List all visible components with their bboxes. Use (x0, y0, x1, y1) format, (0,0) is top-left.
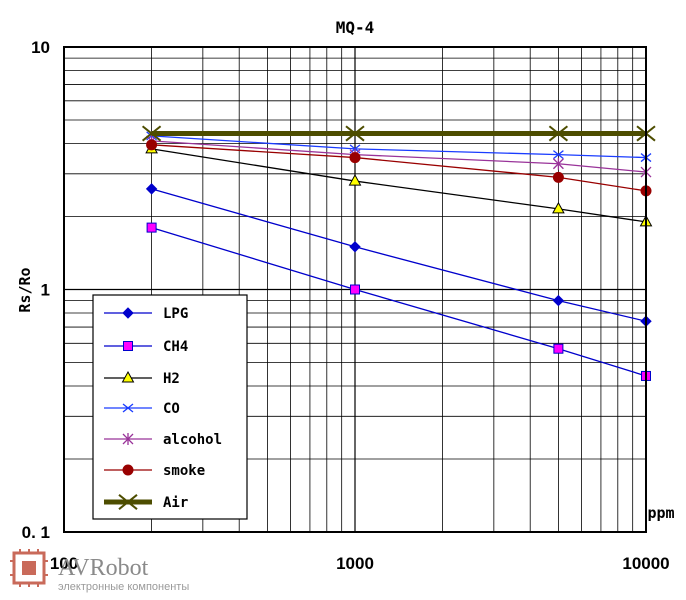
legend-label: alcohol (163, 432, 222, 448)
legend-label: Air (163, 495, 188, 511)
data-point-air (118, 494, 138, 510)
y-axis-label: Rs/Ro (16, 267, 34, 312)
data-point-ch4 (553, 343, 564, 354)
watermark-subtitle: электронные компоненты (58, 581, 189, 593)
data-point-ch4 (146, 222, 157, 233)
series-group (141, 125, 656, 381)
x-axis-label: ppm (647, 504, 674, 522)
legend-entry-alcohol: alcohol (104, 432, 222, 448)
series-line-alcohol (151, 140, 647, 173)
series-line-smoke (151, 144, 647, 192)
series-alcohol (146, 134, 652, 179)
watermark: AVRobot электронные компоненты (10, 549, 189, 593)
y-tick-label: 1 (41, 281, 50, 300)
x-tick-label: 1000 (336, 554, 374, 573)
legend-label: smoke (163, 463, 205, 479)
x-tick-label: 10000 (622, 554, 669, 573)
data-point-h2 (121, 370, 135, 383)
legend-label: H2 (163, 371, 180, 387)
series-smoke (146, 139, 652, 197)
data-point-lpg (145, 183, 158, 195)
legend-label: LPG (163, 306, 188, 322)
data-point-h2 (552, 201, 565, 214)
legend: LPG CH4 H2 CO alcohol smoke Air (92, 294, 248, 520)
data-point-air (548, 125, 569, 142)
data-point-lpg (349, 241, 361, 253)
legend-entry-smoke: smoke (104, 463, 205, 479)
series-line-ch4 (151, 226, 647, 377)
legend-entry-ch4: CH4 (104, 339, 188, 355)
grid (64, 47, 646, 532)
y-tick-label: 10 (31, 38, 50, 57)
data-point-lpg (122, 307, 134, 319)
data-point-co (122, 403, 134, 413)
data-point-smoke (349, 152, 361, 164)
series-line-lpg (151, 188, 647, 322)
legend-entry-h2: H2 (104, 370, 180, 387)
data-point-alcohol (552, 157, 564, 170)
x-tick-label: 100 (50, 554, 78, 573)
data-point-co (552, 150, 564, 160)
data-point-ch4 (123, 341, 133, 351)
data-point-air (345, 125, 365, 142)
y-tick-label: 0. 1 (22, 523, 50, 542)
series-air (141, 125, 656, 142)
legend-label: CO (163, 401, 180, 417)
plot-border (63, 46, 647, 533)
data-point-smoke (122, 464, 134, 476)
legend-box (92, 294, 248, 520)
tick-labels: 100 1000 10000 10 1 0. 1 (22, 38, 670, 573)
legend-entry-co: CO (104, 401, 180, 417)
data-point-alcohol (122, 433, 134, 445)
data-point-smoke (146, 139, 158, 151)
watermark-brand: AVRobot (58, 555, 149, 581)
legend-label: CH4 (163, 339, 188, 355)
series-lpg (145, 183, 652, 327)
series-line-co (151, 135, 647, 159)
data-point-ch4 (350, 284, 360, 295)
legend-items: LPG CH4 H2 CO alcohol smoke Air (104, 306, 222, 511)
data-point-h2 (348, 174, 362, 186)
chart-title: MQ-4 (336, 18, 375, 37)
data-point-smoke (552, 171, 564, 183)
chip-logo-icon (10, 549, 48, 587)
legend-entry-air: Air (104, 494, 188, 511)
data-point-lpg (552, 294, 565, 307)
legend-entry-lpg: LPG (104, 306, 188, 322)
data-point-air (141, 125, 162, 142)
series-line-h2 (151, 148, 647, 223)
